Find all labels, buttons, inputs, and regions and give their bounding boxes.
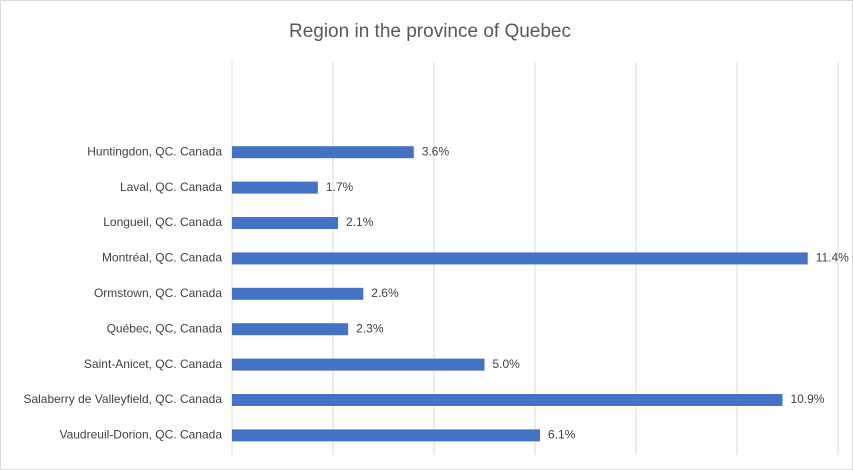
- y-tick-label: Ormstown, QC. Canada: [94, 286, 222, 300]
- data-label: 2.6%: [371, 286, 399, 300]
- data-label: 1.7%: [326, 180, 354, 194]
- data-label: 2.3%: [356, 321, 384, 335]
- bar: [232, 358, 485, 371]
- chart-title: Region in the province of Quebec: [289, 21, 571, 42]
- bar: [232, 394, 783, 406]
- bar: [232, 429, 541, 442]
- data-label: 5.0%: [493, 357, 521, 371]
- y-tick-label: Huntingdon, QC. Canada: [87, 144, 222, 158]
- y-tick-label: Laval, QC. Canada: [120, 180, 222, 194]
- data-label: 6.1%: [548, 428, 576, 442]
- bar: [232, 252, 808, 265]
- data-label: 2.1%: [346, 215, 374, 229]
- bar: [232, 287, 364, 300]
- bar: [232, 181, 318, 194]
- data-label: 10.9%: [790, 392, 824, 406]
- y-tick-label: Longueil, QC. Canada: [103, 215, 222, 229]
- y-tick-label: Vaudreuil-Dorion, QC. Canada: [59, 428, 222, 442]
- y-tick-label: Montréal, QC. Canada: [102, 251, 222, 265]
- bar: [232, 323, 349, 336]
- data-label: 3.6%: [422, 144, 450, 158]
- y-tick-label: Saint-Anicet, QC. Canada: [84, 357, 222, 371]
- bar: [232, 217, 339, 229]
- data-label: 11.4%: [816, 251, 849, 265]
- bar: [232, 146, 414, 159]
- y-tick-label: Salaberry de Valleyfield, QC. Canada: [23, 392, 222, 406]
- y-tick-label: Québec, QC, Canada: [107, 321, 223, 335]
